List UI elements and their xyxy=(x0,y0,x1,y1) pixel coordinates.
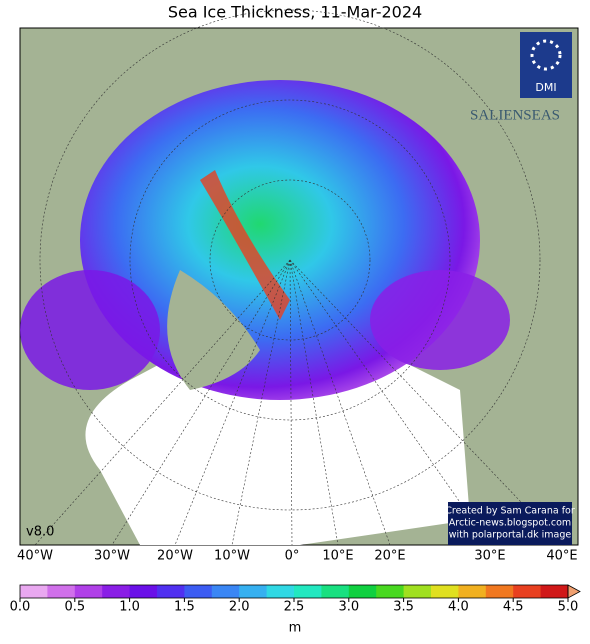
tick-label: 2.5 xyxy=(284,600,305,615)
ice-edge xyxy=(370,270,510,370)
color-step xyxy=(431,585,459,598)
lon-labels: 40°W 30°W 20°W 10°W 0° 10°E 20°E 30°E 40°E xyxy=(17,549,578,564)
version: v8.0 xyxy=(26,525,54,540)
tick-label: 3.5 xyxy=(393,600,414,615)
color-step xyxy=(540,585,569,598)
color-step xyxy=(485,585,514,598)
map: v8.0 DMI SALIENSEAS Created by Sam Caran… xyxy=(19,9,579,546)
lon-label: 10°W xyxy=(214,549,250,564)
tick-label: 5.0 xyxy=(558,600,579,615)
tick-label: 4.5 xyxy=(503,600,524,615)
colorbar: 0.0 0.5 1.0 1.5 2.0 2.5 3.0 3.5 4.0 4.5 5.0 xyxy=(10,584,581,615)
credit: Created by Sam Carana forArctic-news.blo… xyxy=(445,506,575,541)
lon-label: 20°W xyxy=(157,549,193,564)
logo-box xyxy=(520,32,572,98)
tick-label: 1.5 xyxy=(174,600,195,615)
color-step xyxy=(239,585,268,598)
color-step xyxy=(47,585,76,598)
color-step xyxy=(376,585,405,598)
lon-label: 40°W xyxy=(17,549,53,564)
tick-label: 1.0 xyxy=(119,600,140,615)
greenland xyxy=(167,270,260,390)
logo-text: DMI xyxy=(535,81,556,94)
tick-label: 3.0 xyxy=(338,600,359,615)
color-step xyxy=(348,585,377,598)
color-step xyxy=(266,585,295,598)
thick-ice xyxy=(200,170,290,320)
lon-label: 40°E xyxy=(546,549,577,564)
color-step xyxy=(294,585,322,598)
tick-label: 0.0 xyxy=(10,600,31,615)
color-step xyxy=(129,585,158,598)
graticule xyxy=(34,9,563,546)
lon-label: 20°E xyxy=(374,549,405,564)
color-step xyxy=(74,585,103,598)
credit-line: with polarportal.dk image xyxy=(449,530,572,541)
title: Sea Ice Thickness, 11-Mar-2024 xyxy=(168,3,422,22)
color-step xyxy=(184,585,213,598)
tick-label: 4.0 xyxy=(448,600,469,615)
color-step xyxy=(403,585,432,598)
lon-label: 30°E xyxy=(474,549,505,564)
tick-label: 0.5 xyxy=(64,600,85,615)
logo-ring xyxy=(530,39,562,71)
brand: SALIENSEAS xyxy=(470,107,560,123)
color-extend xyxy=(567,584,581,599)
credit-box xyxy=(448,502,572,545)
ice-edge xyxy=(20,270,160,390)
color-step xyxy=(321,585,350,598)
color-step xyxy=(513,585,542,598)
credit-line: Created by Sam Carana for xyxy=(445,506,575,517)
color-step xyxy=(20,585,48,598)
lon-label: 0° xyxy=(285,549,300,564)
tick-label: 2.0 xyxy=(229,600,250,615)
color-step xyxy=(458,585,487,598)
unit: m xyxy=(289,621,302,636)
color-step xyxy=(102,585,131,598)
color-step xyxy=(211,585,240,598)
lon-label: 30°W xyxy=(94,549,130,564)
color-step xyxy=(157,585,185,598)
credit-line: Arctic-news.blogspot.com xyxy=(449,518,571,529)
lon-label: 10°E xyxy=(322,549,353,564)
